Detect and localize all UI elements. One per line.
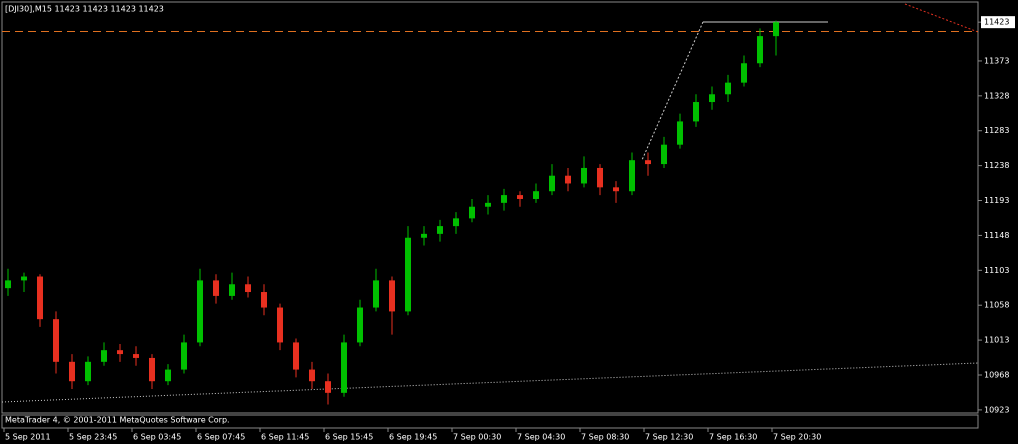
candle-body (261, 292, 267, 308)
x-tick-label: 7 Sep 12:30 (645, 433, 693, 442)
candle-body (53, 319, 59, 362)
candle-body (117, 350, 123, 355)
candle-body (181, 342, 187, 370)
x-tick-label: 7 Sep 00:30 (453, 433, 501, 442)
candle-body (213, 280, 219, 296)
y-tick-label: 11373 (984, 56, 1009, 65)
candle-body (485, 202, 491, 207)
candle-body (773, 22, 779, 37)
x-tick-label: 6 Sep 03:45 (133, 433, 181, 442)
y-tick-label: 11238 (984, 161, 1009, 170)
candle-body (693, 102, 699, 122)
y-tick-label: 11328 (984, 91, 1009, 100)
candle-body (309, 369, 315, 382)
x-tick-label: 6 Sep 11:45 (261, 433, 309, 442)
candle-body (597, 167, 603, 188)
candle-body (709, 94, 715, 103)
candle-body (453, 218, 459, 227)
x-tick-label: 7 Sep 08:30 (581, 433, 629, 442)
candle-body (5, 280, 11, 289)
candle-body (229, 284, 235, 296)
x-tick-label: 6 Sep 07:45 (197, 433, 245, 442)
trend-line (641, 21, 704, 161)
candle-body (197, 280, 203, 343)
candle-body (517, 195, 523, 199)
candle-body (661, 144, 667, 165)
candle-body (373, 280, 379, 308)
y-tick-label: 11103 (984, 266, 1009, 275)
x-tick-label: 5 Sep 23:45 (69, 433, 117, 442)
y-tick-label: 11148 (984, 231, 1009, 240)
y-tick-label: 11423 (984, 18, 1009, 27)
candle-body (21, 276, 27, 281)
candle-body (581, 167, 587, 184)
x-tick-label: 7 Sep 16:30 (709, 433, 757, 442)
y-tick-label: 11013 (984, 336, 1009, 345)
last-price-box (981, 16, 1015, 29)
candle-body (469, 206, 475, 219)
y-tick-label: 11058 (984, 301, 1009, 310)
candle-body (677, 121, 683, 145)
y-tick-label: 10923 (984, 405, 1009, 414)
candle-body (533, 191, 539, 199)
candle-body (501, 195, 507, 203)
candle-body (437, 226, 443, 234)
x-tick-label: 6 Sep 19:45 (389, 433, 437, 442)
trend-line (904, 3, 979, 33)
candle-body (645, 160, 651, 165)
trend-line (1, 362, 979, 403)
candle-body (325, 381, 331, 393)
candle-body (133, 354, 139, 358)
candle-body (405, 237, 411, 312)
candle-body (149, 357, 155, 382)
x-tick-label: 6 Sep 15:45 (325, 433, 373, 442)
x-tick-label: 7 Sep 20:30 (773, 433, 821, 442)
candle-body (245, 284, 251, 293)
candle-body (341, 342, 347, 393)
candle-body (389, 280, 395, 312)
x-tick-label: 5 Sep 2011 (5, 433, 51, 442)
candle-body (101, 350, 107, 362)
candle-body (629, 160, 635, 192)
plot-frame (1, 1, 979, 414)
candle-body (613, 187, 619, 192)
candle-body (421, 233, 427, 238)
candle-body (293, 342, 299, 370)
indicator-frame (1, 414, 979, 429)
candle-body (165, 369, 171, 382)
candle-body (69, 361, 75, 382)
candle-body (725, 82, 731, 95)
y-tick-label: 11193 (984, 196, 1009, 205)
candle-body (757, 36, 763, 64)
candle-body (741, 63, 747, 83)
candle-body (85, 361, 91, 382)
candle-body (37, 276, 43, 320)
chart-title: [DJI30],M15 11423 11423 11423 11423 (5, 5, 164, 14)
candle-body (565, 175, 571, 184)
candle-body (357, 307, 363, 343)
x-tick-label: 7 Sep 04:30 (517, 433, 565, 442)
y-tick-label: 11283 (984, 126, 1009, 135)
candle-body (549, 175, 555, 192)
footer: MetaTrader 4, © 2001-2011 MetaQuotes Sof… (5, 416, 230, 425)
candle-body (277, 307, 283, 343)
y-tick-label: 10968 (984, 371, 1009, 380)
